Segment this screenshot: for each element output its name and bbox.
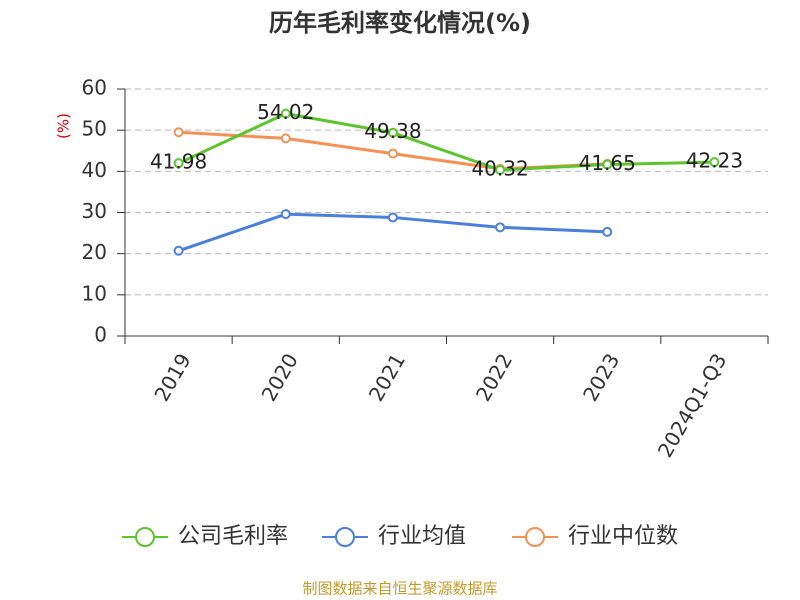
data-point <box>173 158 184 169</box>
y-tick-label: 60 <box>82 76 107 100</box>
y-tick-label: 10 <box>82 281 107 305</box>
data-point <box>387 127 398 138</box>
source: 制图数据来自恒生聚源数据库 <box>302 580 497 598</box>
data-point <box>495 165 506 176</box>
data-point <box>602 226 613 237</box>
data-label: 41.98 <box>150 150 207 174</box>
data-label: 54.02 <box>257 100 314 124</box>
legend-label: 行业均值 <box>378 524 466 549</box>
data-label: 42.23 <box>686 149 743 173</box>
data-point <box>280 108 291 119</box>
data-point <box>495 222 506 233</box>
legend-marker <box>335 527 355 547</box>
y-tick-label: 30 <box>82 199 107 223</box>
x-tick-label: 2019 <box>149 349 195 405</box>
data-point <box>280 209 291 220</box>
legend-marker <box>525 527 545 547</box>
data-point <box>709 157 720 168</box>
data-label: 41.65 <box>579 151 636 175</box>
data-point <box>173 127 184 138</box>
y-axis-label: (%) <box>55 113 73 139</box>
data-point <box>387 148 398 159</box>
data-point <box>173 245 184 256</box>
legend-label: 公司毛利率 <box>178 524 288 549</box>
data-point <box>602 159 613 170</box>
y-tick-label: 20 <box>82 240 107 264</box>
y-tick-label: 50 <box>82 117 107 141</box>
series-line <box>177 112 715 172</box>
x-tick-label: 2021 <box>364 349 410 405</box>
data-label: 49.38 <box>364 119 421 143</box>
data-point <box>387 212 398 223</box>
x-tick-label: 2023 <box>578 349 624 405</box>
data-label: 40.32 <box>471 157 528 181</box>
y-tick-label: 40 <box>82 158 107 182</box>
data-point <box>280 133 291 144</box>
chart-title: 历年毛利率变化情况(%) <box>269 9 531 37</box>
y-tick-label: 0 <box>94 323 107 347</box>
legend-marker <box>135 527 155 547</box>
x-tick-label: 2020 <box>257 349 303 405</box>
legend-label: 行业中位数 <box>568 524 678 549</box>
x-tick-label: 2022 <box>471 349 517 405</box>
x-tick-label: 2024Q1-Q3 <box>653 349 732 461</box>
